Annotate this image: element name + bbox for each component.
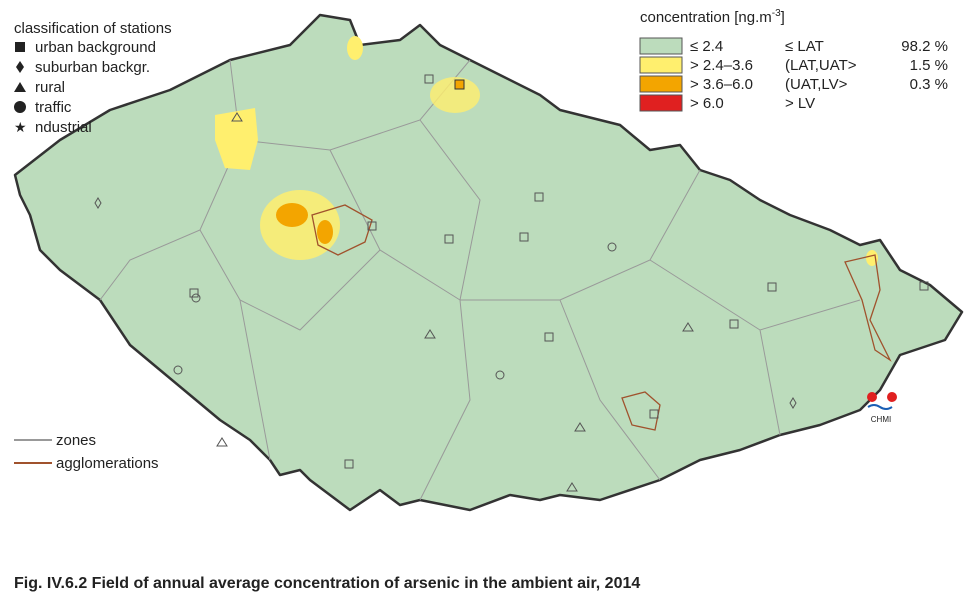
logo-text: CHMI	[871, 415, 891, 424]
legend-item: urban background	[35, 39, 156, 56]
legend-class: (LAT,UAT>	[785, 57, 857, 74]
legend-item: ndustrial	[35, 119, 92, 136]
legend-class: (UAT,LV>	[785, 76, 848, 93]
legend-item: traffic	[35, 99, 72, 116]
legend-class: > LV	[785, 95, 815, 112]
legend-swatch	[639, 94, 683, 112]
stations	[94, 74, 929, 492]
lines-legend: zones agglomerations	[14, 432, 159, 472]
concentration-field	[215, 36, 878, 266]
svg-text:★: ★	[14, 119, 27, 135]
legend-share: 98.2 %	[901, 38, 948, 55]
legend-item: rural	[35, 79, 65, 96]
legend-swatch	[639, 75, 683, 93]
concentration-legend: concentration [ng.m-3] ≤ 2.4 ≤ LAT 98.2 % >…	[639, 8, 948, 112]
legend-range: > 2.4–3.6	[690, 57, 753, 74]
legend-share: 0.3 %	[910, 76, 948, 93]
caption: Fig. IV.6.2 Field of annual average conc…	[14, 575, 640, 592]
legend-swatch	[639, 56, 683, 74]
legend-swatch	[639, 37, 683, 55]
chmi-logo: CHMI	[867, 392, 897, 424]
legend-title: concentration [ng.m-3]	[640, 8, 785, 26]
legend-range: ≤ 2.4	[690, 38, 723, 55]
legend-title: classification of stations	[14, 20, 172, 37]
station-legend: classification of stations ★ urban backg…	[14, 20, 172, 136]
legend-item: agglomerations	[56, 455, 159, 472]
legend-range: > 6.0	[690, 95, 724, 112]
legend-item: suburban backgr.	[35, 59, 150, 76]
legend-item: zones	[56, 432, 96, 449]
legend-class: ≤ LAT	[785, 38, 824, 55]
zone-borders	[99, 59, 861, 501]
legend-share: 1.5 %	[910, 57, 948, 74]
legend-range: > 3.6–6.0	[690, 76, 753, 93]
